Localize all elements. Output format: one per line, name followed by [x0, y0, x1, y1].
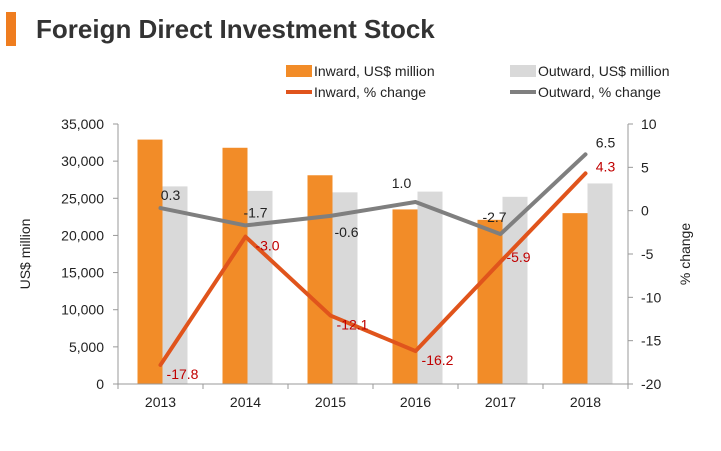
x-tick-label: 2014: [230, 394, 261, 410]
x-tick-label: 2017: [485, 394, 516, 410]
data-label-outward-pct-2014: -1.7: [243, 204, 267, 220]
legend-swatch-0: [286, 65, 312, 77]
data-label-inward-pct-2016: -16.2: [422, 352, 454, 368]
point-inward-pct-2013: [159, 363, 162, 367]
data-label-outward-pct-2017: -2.7: [482, 209, 506, 225]
right-tick-label: -20: [641, 376, 661, 392]
x-tick-label: 2013: [145, 394, 176, 410]
legend-label-3: Outward, % change: [538, 84, 661, 100]
left-tick-label: 35,000: [61, 116, 104, 132]
left-tick-label: 20,000: [61, 227, 104, 243]
title-accent-bar: [6, 12, 16, 46]
legend-label-2: Inward, % change: [314, 84, 426, 100]
point-inward-pct-2014: [244, 235, 247, 239]
page-title: Foreign Direct Investment Stock: [36, 14, 435, 44]
legend-label-0: Inward, US$ million: [314, 63, 435, 79]
left-tick-label: 0: [96, 376, 104, 392]
point-outward-pct-2015: [329, 214, 332, 218]
data-label-inward-pct-2013: -17.8: [167, 366, 199, 382]
left-tick-label: 15,000: [61, 265, 104, 281]
right-tick-label: -10: [641, 289, 661, 305]
left-axis-title: US$ million: [17, 219, 33, 290]
data-label-inward-pct-2017: -5.9: [506, 249, 530, 265]
right-axis-title: % change: [677, 223, 693, 285]
bar-outward-2013: [162, 186, 188, 384]
right-tick-label: 10: [641, 116, 657, 132]
data-label-outward-pct-2016: 1.0: [392, 175, 412, 191]
legend-swatch-1: [510, 65, 536, 77]
bar-inward-2018: [562, 213, 588, 384]
right-tick-label: 0: [641, 203, 649, 219]
bar-inward-2016: [392, 209, 418, 384]
bar-outward-2015: [332, 192, 358, 384]
legend-label-1: Outward, US$ million: [538, 63, 670, 79]
point-outward-pct-2018: [584, 152, 587, 156]
data-label-inward-pct-2014: -3.0: [255, 238, 279, 254]
x-tick-label: 2018: [570, 394, 601, 410]
bar-inward-2013: [137, 139, 163, 384]
data-label-inward-pct-2018: 4.3: [596, 158, 616, 174]
point-inward-pct-2015: [329, 314, 332, 318]
data-label-outward-pct-2013: 0.3: [161, 187, 181, 203]
point-inward-pct-2017: [499, 260, 502, 264]
x-tick-label: 2016: [400, 394, 431, 410]
point-inward-pct-2018: [584, 171, 587, 175]
bar-inward-2015: [307, 175, 333, 384]
right-tick-label: -15: [641, 333, 661, 349]
data-label-inward-pct-2015: -12.1: [337, 317, 369, 333]
line-inward-pct: [158, 171, 588, 367]
bar-outward-2018: [587, 183, 613, 384]
left-tick-label: 30,000: [61, 153, 104, 169]
line-outward-pct: [158, 152, 588, 237]
point-outward-pct-2016: [414, 200, 417, 204]
bar-inward-2017: [477, 219, 503, 384]
point-outward-pct-2017: [499, 232, 502, 236]
point-outward-pct-2013: [159, 206, 162, 210]
left-tick-label: 10,000: [61, 302, 104, 318]
left-tick-label: 25,000: [61, 190, 104, 206]
data-label-outward-pct-2015: -0.6: [334, 224, 358, 240]
right-tick-label: 5: [641, 159, 649, 175]
data-label-outward-pct-2018: 6.5: [596, 134, 616, 150]
bar-outward-2016: [417, 191, 443, 384]
point-outward-pct-2014: [244, 223, 247, 227]
x-tick-label: 2015: [315, 394, 346, 410]
right-tick-label: -5: [641, 246, 654, 262]
point-inward-pct-2016: [414, 349, 417, 353]
left-tick-label: 5,000: [69, 339, 104, 355]
